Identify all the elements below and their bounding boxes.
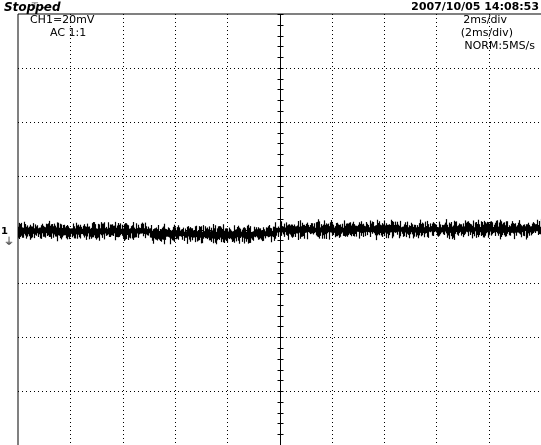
ch1-scale-readout: CH1=20mV	[30, 13, 95, 26]
sample-rate-readout: NORM:5MS/s	[464, 39, 535, 52]
ground-icon: ⏚	[4, 237, 14, 248]
ch1-trace-path	[17, 218, 541, 245]
timebase-secondary-readout: (2ms/div)	[460, 26, 513, 39]
ch1-coupling-readout: AC 1:1	[50, 26, 87, 39]
ch1-level-marker: 1	[1, 226, 8, 237]
timebase-readout: 2ms/div	[463, 13, 507, 26]
trigger-position-icon: ⊤⌄	[31, 2, 47, 12]
date-time-readout: 2007/10/05 14:08:53	[411, 0, 539, 13]
acquisition-status: Stopped	[4, 0, 61, 14]
